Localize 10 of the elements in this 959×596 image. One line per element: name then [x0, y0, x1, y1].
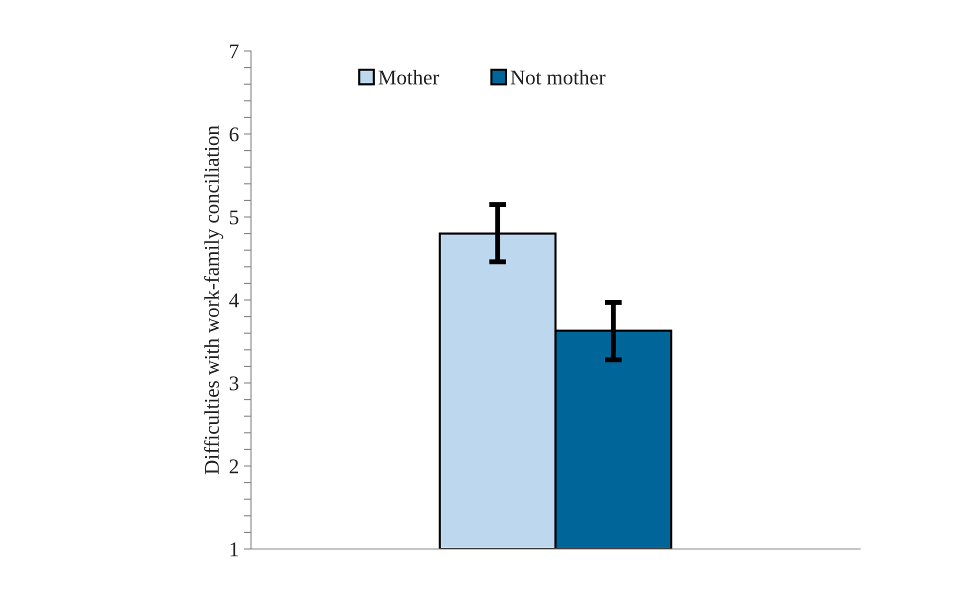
legend-label: Mother	[378, 70, 440, 85]
y-tick-label: 7	[230, 44, 239, 58]
y-tick-label: 3	[230, 376, 238, 390]
y-tick-label: 1	[230, 542, 238, 556]
y-tick-label: 6	[230, 127, 239, 142]
y-tick-label: 5	[230, 210, 238, 224]
y-tick-label: 2	[230, 459, 238, 474]
legend-label: Not mother	[510, 70, 606, 85]
y-axis-title: Difficulties with work-family conciliation	[204, 125, 224, 474]
y-tick-label: 4	[229, 294, 239, 308]
